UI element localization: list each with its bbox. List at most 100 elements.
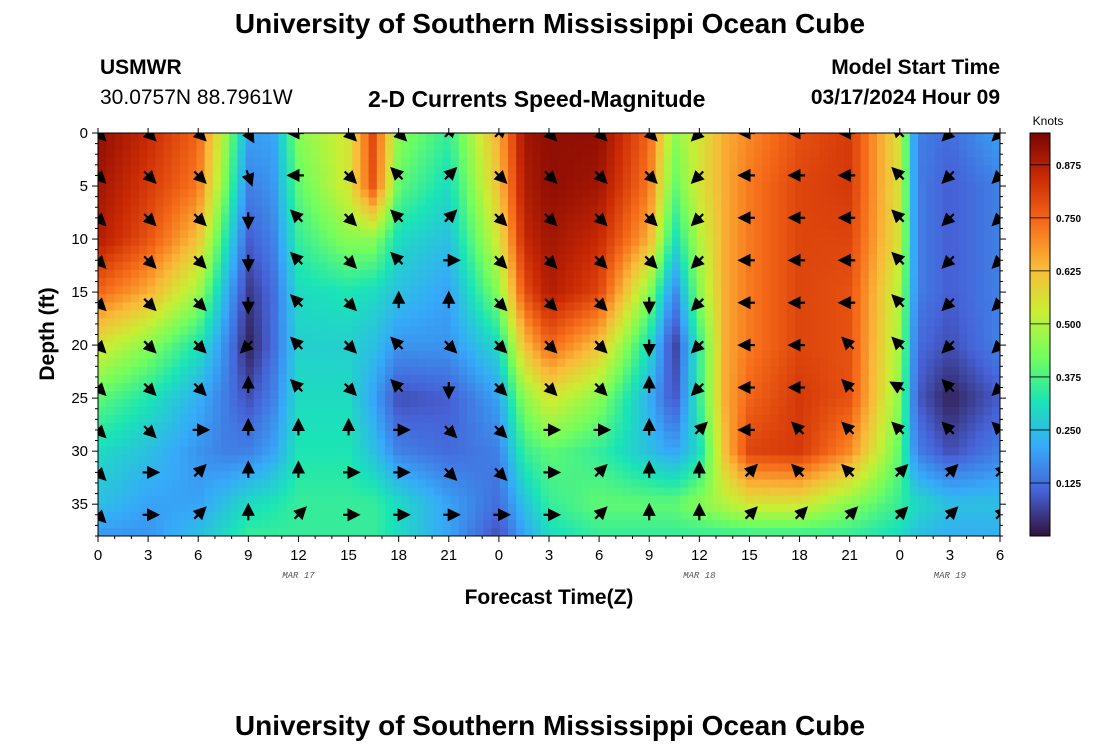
heat-cell: [516, 463, 525, 473]
heat-cell: [352, 415, 361, 424]
heat-cell: [860, 173, 870, 182]
heat-cell: [491, 447, 501, 456]
heat-cell: [704, 431, 714, 440]
heat-cell: [926, 141, 935, 150]
heat-cell: [409, 374, 419, 384]
heat-cell: [573, 318, 583, 328]
heat-cell: [737, 165, 747, 174]
heat-cell: [819, 350, 829, 360]
heat-cell: [237, 318, 247, 328]
heat-cell: [475, 415, 484, 424]
heat-cell: [508, 229, 517, 239]
heat-cell: [524, 213, 534, 223]
heat-cell: [188, 197, 197, 207]
heat-cell: [385, 286, 394, 295]
heat-cell: [852, 342, 862, 352]
heat-cell: [581, 205, 591, 215]
heat-cell: [188, 318, 197, 328]
heat-cell: [253, 487, 263, 497]
heat-cell: [335, 302, 345, 311]
heat-cell: [122, 495, 132, 505]
heat-cell: [885, 382, 894, 392]
heat-cell: [688, 278, 698, 287]
heat-cell: [983, 310, 993, 319]
heat-cell: [803, 253, 812, 263]
heat-cell: [450, 237, 460, 247]
heat-cell: [729, 471, 739, 481]
heat-cell: [130, 141, 140, 150]
heat-cell: [950, 334, 960, 344]
heat-cell: [737, 181, 747, 191]
heat-cell: [688, 415, 698, 424]
heat-cell: [212, 463, 222, 473]
heat-cell: [950, 374, 960, 384]
heat-cell: [483, 205, 493, 215]
heat-cell: [368, 189, 378, 199]
heat-cell: [352, 165, 361, 174]
heat-cell: [934, 221, 944, 231]
heat-cell: [950, 286, 960, 295]
heat-cell: [483, 270, 493, 279]
heat-cell: [253, 286, 263, 295]
heat-cell: [967, 253, 976, 263]
heat-cell: [934, 141, 944, 150]
heat-cell: [631, 423, 640, 432]
heat-cell: [942, 197, 952, 207]
heat-cell: [713, 173, 722, 182]
heat-cell: [631, 173, 640, 182]
heat-cell: [122, 173, 132, 182]
heat-cell: [409, 358, 419, 368]
heat-cell: [631, 366, 640, 376]
heat-cell: [360, 157, 370, 166]
heat-cell: [311, 294, 320, 303]
heat-cell: [573, 237, 583, 247]
heat-cell: [704, 302, 714, 311]
heat-cell: [180, 286, 189, 295]
heat-cell: [860, 398, 870, 408]
heat-cell: [704, 366, 714, 376]
heat-cell: [319, 431, 329, 440]
heat-cell: [245, 278, 255, 287]
heat-cell: [827, 366, 837, 376]
heat-cell: [417, 334, 427, 344]
heat-cell: [130, 334, 140, 344]
heat-cell: [229, 447, 238, 456]
heat-cell: [434, 366, 443, 376]
heat-cell: [401, 205, 411, 215]
heat-cell: [573, 181, 583, 191]
heat-cell: [639, 205, 648, 215]
heat-cell: [647, 221, 657, 231]
heat-cell: [188, 366, 197, 376]
heat-cell: [557, 366, 566, 376]
heat-cell: [352, 398, 361, 408]
heat-cell: [803, 487, 812, 497]
heat-cell: [253, 149, 263, 158]
heat-cell: [557, 439, 566, 448]
heat-cell: [565, 245, 575, 255]
heat-cell: [631, 431, 640, 440]
heat-cell: [393, 181, 402, 191]
heat-cell: [344, 398, 353, 408]
heat-cell: [491, 149, 501, 158]
heat-cell: [803, 334, 812, 344]
heat-cell: [196, 221, 206, 231]
heat-cell: [680, 302, 689, 311]
heat-cell: [590, 189, 599, 199]
heat-cell: [303, 237, 312, 247]
heat-cell: [212, 471, 222, 481]
heat-cell: [590, 334, 599, 344]
heat-cell: [122, 382, 132, 392]
heat-cell: [844, 205, 853, 215]
heat-cell: [868, 318, 878, 328]
heat-cell: [163, 229, 173, 239]
heat-cell: [221, 495, 230, 505]
heat-cell: [98, 495, 107, 505]
heat-cell: [926, 390, 935, 400]
heat-cell: [106, 149, 115, 158]
heat-cell: [754, 431, 763, 440]
heat-cell: [319, 173, 329, 182]
heat-cell: [467, 197, 476, 207]
heat-cell: [114, 374, 124, 384]
heat-cell: [393, 463, 402, 473]
heat-cell: [344, 415, 353, 424]
